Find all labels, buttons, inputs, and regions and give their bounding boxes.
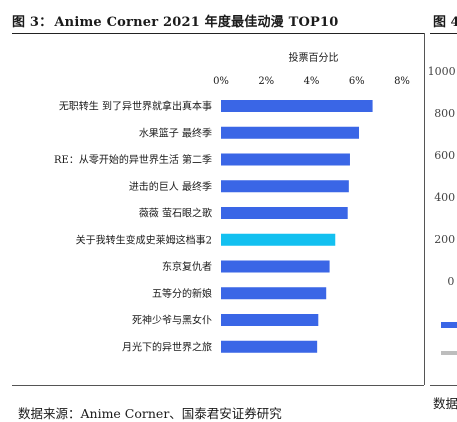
figure-title: 图 3： Anime Corner 2021 年度最佳动漫 TOP10 [12,11,338,30]
category-label: 进击的巨人 最终季 [129,180,212,193]
category-label: 水果篮子 最终季 [139,126,212,139]
bar [221,153,350,166]
source-note: 数据来源：Anime Corner、国泰君安证券研究 [18,406,282,421]
x-tick-label: 6% [349,76,365,87]
next-figure-bottom-rule [430,385,457,386]
category-label: 无职转生 到了异世界就拿出真本事 [59,100,212,113]
x-axis-label: 投票百分比 [289,51,339,64]
bar [221,340,318,353]
next-figure-tick: 1000 [427,65,456,78]
bar [221,126,360,139]
bars [221,100,373,353]
bar [221,314,319,326]
panel-divider [424,33,425,385]
x-tick-label: 4% [304,76,320,87]
next-figure-tick: 800 [434,107,456,120]
next-figure-tick: 400 [434,191,456,204]
category-label: 死神少爷与黑女仆 [132,314,212,327]
next-figure-tick: 200 [434,233,456,246]
bar [221,207,348,219]
category-label: RE：从零开始的异世界生活 第二季 [54,153,212,166]
figure-title-text: Anime Corner 2021 年度最佳动漫 TOP10 [54,15,339,30]
next-figure-source-note: 数据 [433,396,457,411]
bar [221,287,327,300]
title-rule [12,33,424,34]
category-label: 月光下的异世界之旅 [122,340,212,353]
figure-label: 图 3： [12,15,53,30]
bar [221,180,349,193]
category-label: 关于我转生变成史莱姆这档事2 [76,233,212,246]
next-figure-label: 图 4 [433,15,457,30]
x-tick-label: 2% [258,76,274,87]
category-label: 五等分的新娘 [152,287,212,300]
bottom-rule [12,385,424,386]
next-figure-tick: 0 [447,275,455,288]
next-figure-legend-swatch-2 [441,351,457,355]
next-figure-legend-swatch-1 [441,322,457,328]
category-label: 薇薇 萤石眼之歌 [139,207,212,220]
bar [221,260,330,273]
x-tick-label: 0% [213,76,229,87]
next-figure-tick: 600 [434,149,456,162]
bar [221,100,373,112]
x-tick-label: 8% [394,76,410,87]
x-axis-ticks: 0% 2% 4% 6% 8% [213,76,410,87]
next-figure-rule [430,33,457,34]
category-label: 东京复仇者 [162,260,212,273]
bar [221,233,336,246]
